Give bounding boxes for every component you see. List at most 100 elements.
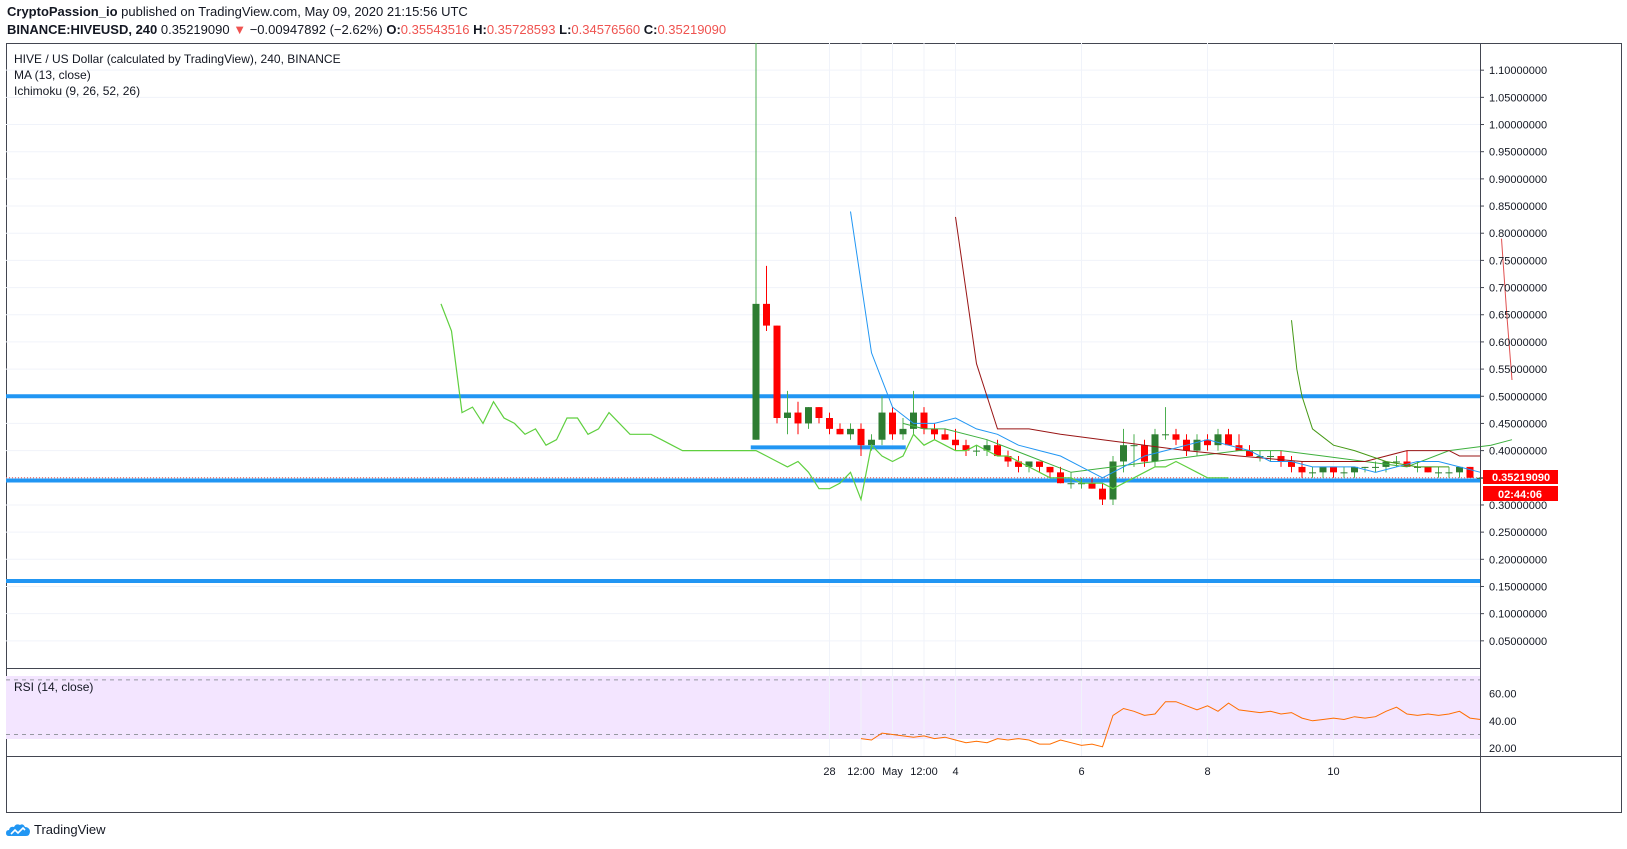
candle-body xyxy=(1445,472,1453,474)
candle-body xyxy=(1099,488,1106,500)
candle-body xyxy=(752,303,760,440)
ohlc-line: BINANCE:HIVEUSD, 240 0.35219090 ▼ −0.009… xyxy=(7,22,726,37)
price-tick-label: 0.75000000 xyxy=(1489,255,1547,267)
price-tick-label: 1.00000000 xyxy=(1489,120,1547,132)
close-label: C: xyxy=(643,22,658,37)
last-price: 0.35219090 xyxy=(160,22,230,37)
rsi-tick-label: 40.00 xyxy=(1489,716,1517,728)
candle-body xyxy=(1309,472,1316,474)
candle-body xyxy=(815,407,823,418)
candle-body xyxy=(1456,466,1463,473)
time-tick-label: 28 xyxy=(823,766,835,778)
candle-body xyxy=(941,434,949,440)
last-price-badge xyxy=(1483,470,1558,484)
time-tick-label: 12:00 xyxy=(910,766,938,778)
price-tick-label: 0.55000000 xyxy=(1489,364,1547,376)
price-tick-label: 0.85000000 xyxy=(1489,201,1547,213)
candle-body xyxy=(1162,434,1169,436)
chart-area[interactable]: 0.05000000 0.10000000 0.15000000 0.20000000… xyxy=(6,43,1622,813)
time-tick-label: 10 xyxy=(1327,766,1339,778)
candle-body xyxy=(1109,461,1117,500)
price-tick-label: 0.65000000 xyxy=(1489,310,1547,322)
candle-body xyxy=(1351,466,1358,473)
candle-body xyxy=(1193,439,1201,451)
candle-body xyxy=(1225,434,1232,446)
candle-body xyxy=(1277,456,1285,462)
low-value: 0.34576560 xyxy=(571,22,641,37)
candle-body xyxy=(983,445,991,451)
candle-body xyxy=(920,412,928,429)
price-tick-label: 1.05000000 xyxy=(1489,92,1547,104)
price-tick-label: 0.20000000 xyxy=(1489,554,1547,566)
candle-body xyxy=(1120,445,1127,462)
brand-name: TradingView xyxy=(34,822,106,837)
candle-body xyxy=(1246,450,1253,457)
published-text: published on TradingView.com, May 09, 20… xyxy=(121,4,468,19)
candle-body xyxy=(1067,483,1075,485)
legend-rsi[interactable]: RSI (14, close) xyxy=(14,680,93,694)
candle-body xyxy=(1298,466,1306,473)
price-tick-label: 0.05000000 xyxy=(1489,636,1547,648)
down-arrow-icon: ▼ xyxy=(233,22,247,37)
publish-line: CryptoPassion_io published on TradingVie… xyxy=(7,4,468,19)
candle-body xyxy=(899,428,907,435)
candle-body xyxy=(826,418,833,429)
candle-body xyxy=(847,428,854,435)
price-change: −0.00947892 (−2.62%) xyxy=(249,22,383,37)
candle-body xyxy=(1004,456,1012,462)
price-tick-label: 0.80000000 xyxy=(1489,228,1547,240)
price-tick-label: 0.90000000 xyxy=(1489,174,1547,186)
time-tick-label: 6 xyxy=(1078,766,1084,778)
candle-body xyxy=(836,428,844,435)
candle-body xyxy=(1036,461,1043,467)
countdown-badge xyxy=(1483,486,1558,501)
rsi-line xyxy=(860,701,1481,748)
high-value: 0.35728593 xyxy=(486,22,556,37)
candle-body xyxy=(784,412,791,418)
legend-title[interactable]: HIVE / US Dollar (calculated by TradingV… xyxy=(14,52,341,66)
candle-body xyxy=(1046,466,1054,473)
price-tick-label: 1.10000000 xyxy=(1489,65,1547,77)
price-chart-svg[interactable]: 0.05000000 0.10000000 0.15000000 0.20000000… xyxy=(6,43,1622,813)
price-tick-label: 0.95000000 xyxy=(1489,147,1547,159)
candle-body xyxy=(1267,456,1274,458)
candle-body xyxy=(878,412,886,440)
candle-body xyxy=(1414,466,1421,468)
candle-body xyxy=(805,407,812,424)
candle-body xyxy=(1330,466,1337,473)
publisher-name[interactable]: CryptoPassion_io xyxy=(7,4,118,19)
ichimoku-tenkan-line xyxy=(850,211,1481,479)
candle-body xyxy=(794,412,802,424)
time-tick-label: May xyxy=(882,766,903,778)
candle-body xyxy=(962,445,970,451)
candle-body xyxy=(952,439,959,446)
price-tick-label: 0.40000000 xyxy=(1489,446,1547,458)
candle-body xyxy=(931,428,938,435)
time-tick-label: 12:00 xyxy=(847,766,875,778)
candle-body xyxy=(1025,461,1033,467)
candle-body xyxy=(1204,439,1211,446)
time-tick-label: 8 xyxy=(1204,766,1210,778)
last-price-badge-text: 0.35219090 xyxy=(1492,472,1550,484)
price-tick-label: 0.30000000 xyxy=(1489,500,1547,512)
ichimoku-span-b-line xyxy=(1501,238,1513,381)
price-tick-label: 0.45000000 xyxy=(1489,418,1547,430)
legend-ichimoku[interactable]: Ichimoku (9, 26, 52, 26) xyxy=(14,84,140,98)
tradingview-logo[interactable]: TradingView xyxy=(6,822,106,837)
low-label: L: xyxy=(559,22,572,37)
rsi-tick-label: 20.00 xyxy=(1489,743,1517,755)
candle-body xyxy=(1424,466,1432,473)
candle-body xyxy=(1393,461,1400,463)
legend-ma[interactable]: MA (13, close) xyxy=(14,68,91,82)
rsi-band xyxy=(6,676,1480,739)
tradingview-cloud-icon xyxy=(6,823,30,836)
candle-body xyxy=(910,412,917,429)
rsi-tick-label: 60.00 xyxy=(1489,689,1517,701)
symbol-label: BINANCE:HIVEUSD, 240 xyxy=(7,22,158,37)
high-label: H: xyxy=(473,22,487,37)
ma13-line xyxy=(440,303,1229,502)
candle-body xyxy=(973,450,980,452)
close-value: 0.35219090 xyxy=(657,22,727,37)
ichimoku-kijun-line xyxy=(955,216,1481,462)
candle-body xyxy=(1435,472,1442,474)
